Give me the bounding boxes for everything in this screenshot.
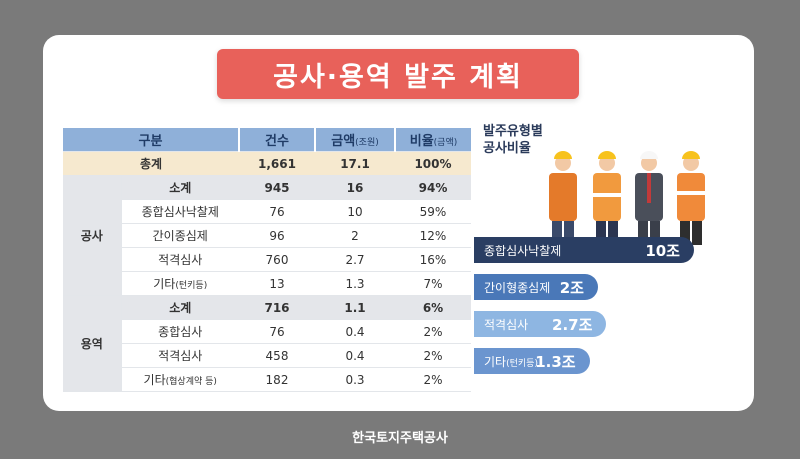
header-category: 구분 [63, 128, 240, 152]
bar-value-label: 2.7조 [552, 315, 593, 334]
table-header-row: 구분 건수 금액(조원) 비율(금액) [63, 128, 471, 152]
table-row: 종합심사 76 0.4 2% [63, 319, 471, 344]
cell-amount: 16 [315, 175, 395, 200]
header-count: 건수 [239, 128, 316, 152]
bar: 간이형종심제 2조 [474, 274, 598, 300]
cell-count: 716 [239, 295, 315, 320]
cell-amount: 0.3 [315, 367, 395, 392]
plan-table: 구분 건수 금액(조원) 비율(금액) 총계 1,661 17.1 100% 공… [63, 128, 471, 392]
cell-amount: 10 [315, 199, 395, 224]
group-label: 용역 [63, 295, 122, 392]
cell-ratio: 16% [395, 247, 471, 272]
row-label: 종합심사 [121, 319, 239, 344]
cell-ratio: 6% [395, 295, 471, 320]
table-row: 간이종심제 96 2 12% [63, 223, 471, 248]
group-label: 공사 [63, 175, 122, 296]
bar-value-label: 1.3조 [535, 352, 576, 371]
cell-count: 182 [239, 367, 315, 392]
footer-org: 한국토지주택공사 [352, 431, 448, 446]
worker-figure-2 [593, 151, 621, 245]
worker-figure-4 [677, 151, 705, 245]
bar: 종합심사낙찰제 10조 [474, 237, 694, 263]
cell-ratio: 59% [395, 199, 471, 224]
cell-amount: 2 [315, 223, 395, 248]
cell-ratio: 2% [395, 367, 471, 392]
cell-count: 945 [239, 175, 315, 200]
subtotal-row: 용역 소계 716 1.1 6% [63, 295, 471, 392]
cell-amount: 1.3 [315, 271, 395, 296]
table-row: 기타(턴키등) 13 1.3 7% [63, 271, 471, 296]
cell-ratio: 2% [395, 319, 471, 344]
header-ratio: 비율(금액) [395, 128, 471, 152]
row-label: 소계 [121, 175, 239, 200]
cell-count: 458 [239, 343, 315, 368]
cell-amount: 2.7 [315, 247, 395, 272]
page-title: 공사·용역 발주 계획 [273, 61, 523, 93]
cell-ratio: 94% [395, 175, 471, 200]
infographic-card: 공사·용역 발주 계획 구분 건수 금액(조원) 비율(금액) 총계 1,661… [43, 35, 754, 411]
cell-count: 13 [239, 271, 315, 296]
table-row: 기타(협상계약 등) 182 0.3 2% [63, 367, 471, 392]
row-label: 기타(협상계약 등) [121, 367, 239, 392]
cell-ratio: 12% [395, 223, 471, 248]
worker-figure-1 [549, 151, 577, 245]
cell-ratio: 7% [395, 271, 471, 296]
total-row: 총계 1,661 17.1 100% [63, 151, 471, 176]
table-row: 종합심사낙찰제 76 10 59% [63, 199, 471, 224]
cell-count: 96 [239, 223, 315, 248]
chart-title: 발주유형별 공사비율 [483, 124, 543, 156]
bar-value-label: 2조 [559, 278, 584, 297]
cell-count: 760 [239, 247, 315, 272]
title-banner: 공사·용역 발주 계획 [217, 49, 579, 99]
row-label: 기타(턴키등) [121, 271, 239, 296]
bar: 적격심사 2.7조 [474, 311, 607, 337]
table-row: 적격심사 760 2.7 16% [63, 247, 471, 272]
row-label: 간이종심제 [121, 223, 239, 248]
workers-illustration [549, 151, 705, 245]
bar-label: 종합심사낙찰제 [484, 243, 562, 258]
cell-count: 76 [239, 199, 315, 224]
row-label: 적격심사 [121, 247, 239, 272]
worker-figure-3 [635, 151, 663, 245]
cell-amount: 1.1 [315, 295, 395, 320]
cell-count: 76 [239, 319, 315, 344]
cell-amount: 0.4 [315, 319, 395, 344]
bar-label: 간이형종심제 [484, 280, 551, 295]
header-amount: 금액(조원) [315, 128, 396, 152]
bar-label: 적격심사 [484, 317, 529, 332]
subtotal-row: 공사 소계 945 16 94% [63, 175, 471, 296]
table-row: 적격심사 458 0.4 2% [63, 343, 471, 368]
bar: 기타(턴키등) 1.3조 [474, 348, 590, 374]
cell-amount: 0.4 [315, 343, 395, 368]
cell-ratio: 2% [395, 343, 471, 368]
row-label: 적격심사 [121, 343, 239, 368]
row-label: 소계 [121, 295, 239, 320]
bar-label: 기타(턴키등) [484, 354, 538, 369]
row-label: 종합심사낙찰제 [121, 199, 239, 224]
bar-value-label: 10조 [645, 241, 680, 260]
